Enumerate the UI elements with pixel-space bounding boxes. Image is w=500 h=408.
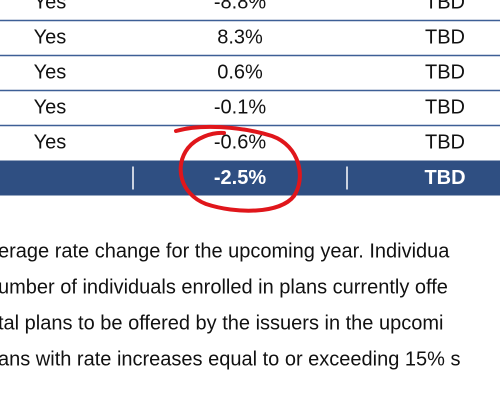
- table-cell: TBD: [425, 61, 465, 83]
- table-cell: -0.1%: [214, 96, 266, 118]
- table-cell: Yes: [34, 96, 67, 118]
- total-change: -2.5%: [214, 167, 266, 189]
- table-cell: TBD: [425, 96, 465, 118]
- total-status: TBD: [424, 167, 465, 189]
- table-cell: 0.6%: [217, 61, 263, 83]
- table-cell: Yes: [34, 26, 67, 48]
- table-cell: -0.6%: [214, 131, 266, 153]
- table-cell: TBD: [425, 131, 465, 153]
- paragraph-line: tal plans to be offered by the issuers i…: [0, 312, 443, 334]
- paragraph-line: erage rate change for the upcoming year.…: [0, 240, 450, 262]
- table-cell: TBD: [425, 0, 465, 13]
- paragraph-line: ans with rate increases equal to or exce…: [0, 348, 461, 370]
- table-cell: TBD: [425, 26, 465, 48]
- table: Yes -8.8% TBD Yes 8.3% TBD Yes 0.6% TBD Yes -0.1% T…: [0, 0, 500, 370]
- total-row: [0, 160, 500, 196]
- table-cell: 8.3%: [217, 26, 263, 48]
- red-circle: [174, 124, 302, 213]
- table-cell: Yes: [34, 61, 67, 83]
- table-cell: -8.8%: [214, 0, 266, 13]
- table-cell: Yes: [34, 0, 67, 13]
- paragraph-line: umber of individuals enrolled in plans c…: [0, 276, 448, 298]
- table-cell: Yes: [34, 131, 67, 153]
